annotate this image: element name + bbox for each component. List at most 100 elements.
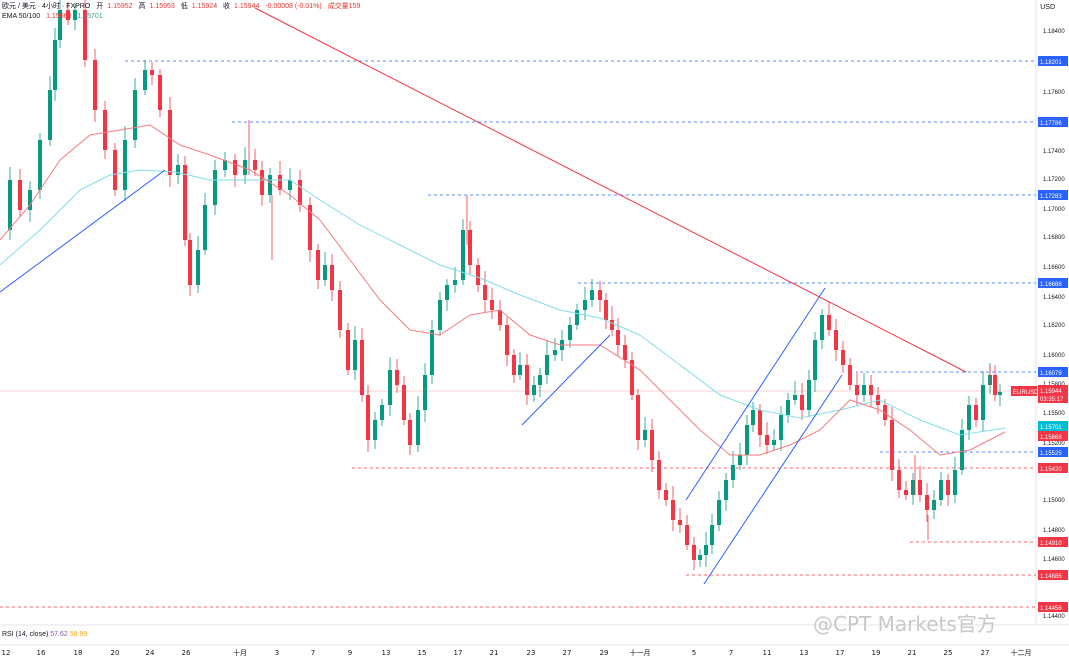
candle-body[interactable]	[103, 110, 107, 150]
candle-body[interactable]	[960, 430, 964, 470]
candle-body[interactable]	[583, 300, 587, 310]
price-level-tag[interactable]	[1038, 447, 1068, 457]
candle-body[interactable]	[260, 170, 264, 195]
candle-body[interactable]	[505, 325, 509, 355]
candle-body[interactable]	[66, 10, 70, 20]
candle-body[interactable]	[476, 265, 480, 285]
candle-body[interactable]	[268, 175, 272, 195]
candle-body[interactable]	[395, 370, 399, 385]
candle-body[interactable]	[918, 480, 922, 495]
price-level-tag[interactable]	[1038, 56, 1068, 66]
indicator-header[interactable]: EMA 50/100 1.15668 1.15701	[2, 12, 107, 21]
channel-upper-line[interactable]	[685, 287, 826, 501]
candle-body[interactable]	[388, 370, 392, 405]
candle-body[interactable]	[841, 350, 845, 365]
candle-body[interactable]	[862, 385, 866, 395]
candle-body[interactable]	[664, 490, 668, 500]
candle-body[interactable]	[512, 355, 516, 375]
candle-body[interactable]	[532, 385, 536, 395]
candle-body[interactable]	[786, 400, 790, 415]
candle-body[interactable]	[408, 420, 412, 445]
candle-body[interactable]	[28, 190, 32, 210]
candle-body[interactable]	[657, 460, 661, 490]
price-level-tag[interactable]	[1038, 463, 1068, 473]
candle-body[interactable]	[855, 385, 859, 395]
candle-body[interactable]	[73, 10, 77, 20]
candle-body[interactable]	[869, 385, 873, 395]
candle-body[interactable]	[468, 230, 472, 265]
candle-body[interactable]	[461, 230, 465, 280]
candle-body[interactable]	[813, 340, 817, 380]
candle-body[interactable]	[568, 325, 572, 340]
candle-body[interactable]	[575, 310, 579, 325]
candle-body[interactable]	[453, 280, 457, 285]
candle-body[interactable]	[758, 410, 762, 435]
candle-body[interactable]	[483, 285, 487, 300]
candle-body[interactable]	[630, 360, 634, 395]
candle-body[interactable]	[113, 150, 117, 190]
uptrend-line[interactable]	[0, 169, 166, 293]
candle-body[interactable]	[330, 265, 334, 290]
candle-body[interactable]	[953, 470, 957, 495]
candle-body[interactable]	[402, 385, 406, 420]
candle-body[interactable]	[150, 70, 154, 75]
candle-body[interactable]	[650, 430, 654, 460]
candle-body[interactable]	[243, 160, 247, 175]
candle-body[interactable]	[820, 315, 824, 340]
candle-body[interactable]	[38, 140, 42, 190]
candle-body[interactable]	[223, 160, 227, 170]
candle-body[interactable]	[188, 240, 192, 285]
candle-body[interactable]	[373, 420, 377, 440]
candle-body[interactable]	[939, 480, 943, 500]
candle-body[interactable]	[610, 320, 614, 330]
candle-body[interactable]	[430, 330, 434, 375]
candle-body[interactable]	[685, 525, 689, 545]
candle-body[interactable]	[123, 140, 127, 190]
candle-body[interactable]	[416, 410, 420, 445]
candle-body[interactable]	[143, 70, 147, 90]
candle-body[interactable]	[827, 315, 831, 330]
candle-body[interactable]	[738, 455, 742, 465]
symbol-price-tag[interactable]	[1011, 386, 1037, 396]
downtrend-line[interactable]	[254, 7, 967, 373]
candle-body[interactable]	[981, 385, 985, 420]
price-axis[interactable]	[1036, 0, 1069, 661]
price-level-tag[interactable]	[1038, 278, 1068, 288]
symbol-name[interactable]: 欧元 / 美元 · 4小时 · FXPRO	[2, 3, 91, 10]
candle-body[interactable]	[323, 265, 327, 280]
candle-body[interactable]	[288, 180, 292, 190]
candle-body[interactable]	[308, 205, 312, 250]
candle-body[interactable]	[203, 205, 207, 250]
price-level-tag[interactable]	[1038, 385, 1068, 395]
price-level-tag[interactable]	[1038, 431, 1068, 441]
candle-body[interactable]	[525, 365, 529, 395]
candle-body[interactable]	[967, 405, 971, 430]
candle-body[interactable]	[233, 160, 237, 175]
candle-body[interactable]	[183, 165, 187, 240]
candle-body[interactable]	[890, 420, 894, 470]
candle-body[interactable]	[366, 395, 370, 440]
candle-body[interactable]	[911, 480, 915, 495]
candle-body[interactable]	[678, 520, 682, 525]
candle-body[interactable]	[545, 355, 549, 375]
candle-body[interactable]	[278, 175, 282, 190]
candle-body[interactable]	[834, 330, 838, 350]
candle-body[interactable]	[445, 285, 449, 300]
candle-body[interactable]	[745, 425, 749, 455]
candle-body[interactable]	[360, 340, 364, 395]
candle-body[interactable]	[83, 10, 87, 60]
price-level-tag[interactable]	[1038, 367, 1068, 377]
candle-body[interactable]	[490, 300, 494, 310]
candle-body[interactable]	[998, 392, 1002, 395]
candle-body[interactable]	[671, 500, 675, 520]
candle-body[interactable]	[731, 465, 735, 480]
candle-body[interactable]	[176, 165, 180, 175]
price-level-tag[interactable]	[1038, 602, 1068, 612]
candle-body[interactable]	[643, 430, 647, 440]
candle-body[interactable]	[298, 180, 302, 205]
candle-body[interactable]	[765, 435, 769, 445]
candle-body[interactable]	[974, 405, 978, 420]
candle-body[interactable]	[253, 160, 257, 170]
candle-body[interactable]	[636, 395, 640, 440]
